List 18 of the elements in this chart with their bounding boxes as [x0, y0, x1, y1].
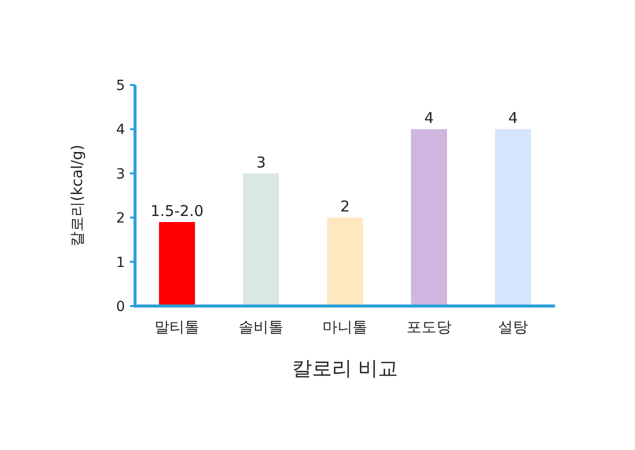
data-label: 4 — [508, 109, 518, 128]
data-label: 3 — [256, 153, 266, 172]
data-label: 1.5-2.0 — [150, 202, 204, 220]
data-label: 4 — [424, 109, 434, 128]
x-tick-label: 말티톨 — [154, 318, 200, 336]
x-tick-label: 마니톨 — [322, 318, 368, 336]
y-tick-label: 4 — [116, 122, 126, 138]
x-tick-label: 포도당 — [406, 318, 452, 336]
y-tick-label: 2 — [116, 210, 125, 227]
x-tick-label: 솔비톨 — [238, 318, 284, 336]
y-tick-label: 3 — [116, 166, 125, 182]
y-tick-label: 0 — [116, 299, 125, 315]
y-tick-label: 5 — [116, 78, 125, 94]
data-label: 2 — [340, 198, 350, 216]
x-axis-title: 칼로리 비교 — [292, 356, 398, 380]
y-axis-title: 칼로리(kcal/g) — [68, 144, 86, 246]
x-tick-label: 설탕 — [498, 318, 528, 336]
y-tick-label: 1 — [116, 254, 125, 271]
